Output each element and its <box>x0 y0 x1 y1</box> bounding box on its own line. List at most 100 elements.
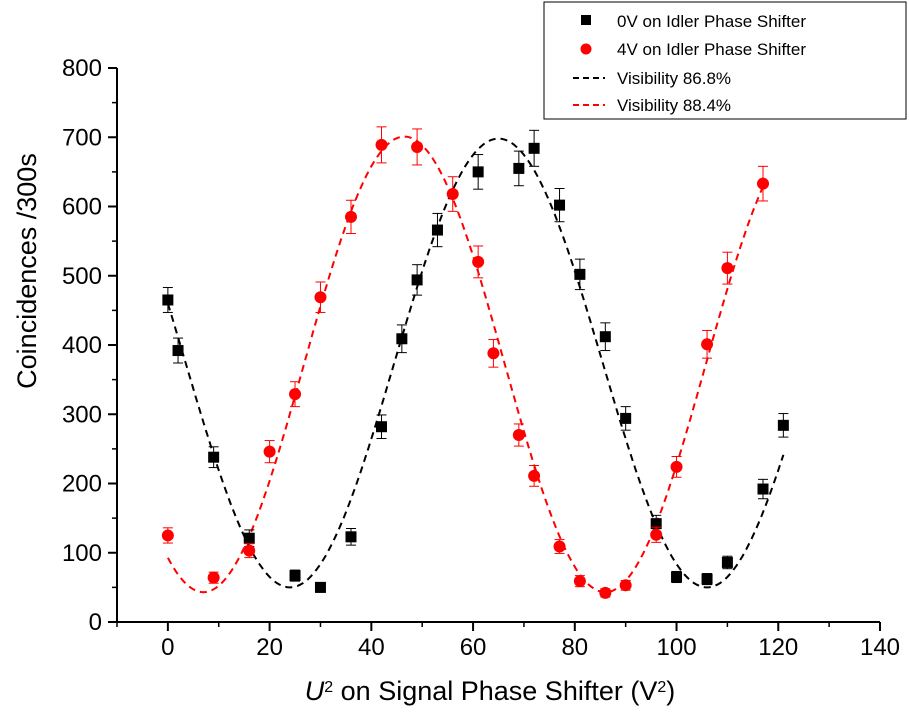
x-tick-label: 100 <box>657 634 697 661</box>
data-point-square <box>172 337 184 364</box>
y-tick-label: 200 <box>62 471 102 498</box>
x-axis-title-text: on Signal Phase Shifter (V <box>333 676 657 706</box>
circle-marker <box>243 544 256 557</box>
data-point-square <box>162 287 174 313</box>
data-point-circle <box>553 539 566 554</box>
square-marker <box>701 573 713 585</box>
circle-marker <box>344 210 357 223</box>
y-tick-label: 100 <box>62 540 102 567</box>
circle-marker <box>263 445 276 458</box>
data-point-square <box>431 212 443 248</box>
data-point-circle <box>701 329 714 359</box>
y-tick-label: 0 <box>89 609 102 636</box>
data-point-circle <box>411 128 424 166</box>
y-tick-label: 500 <box>62 263 102 290</box>
data-point-circle <box>344 199 357 235</box>
x-tick-label: 60 <box>460 634 487 661</box>
data-point-circle <box>528 464 541 487</box>
data-point-circle <box>207 571 220 584</box>
circle-marker <box>573 575 586 588</box>
legend-label-fit-red: Visibility 88.4% <box>617 96 731 115</box>
square-marker <box>472 166 484 178</box>
data-point-square <box>208 446 220 469</box>
square-marker <box>208 451 220 463</box>
data-point-square <box>396 324 408 354</box>
legend-box <box>543 1 907 120</box>
x-axis-title-unit-sup: 2 <box>657 679 666 696</box>
circle-marker <box>289 388 302 401</box>
data-point-square <box>314 581 326 593</box>
square-marker <box>620 412 632 424</box>
data-points <box>161 126 789 599</box>
data-point-circle <box>650 526 663 543</box>
square-marker <box>777 419 789 431</box>
data-point-square <box>345 528 357 546</box>
square-marker <box>757 483 769 495</box>
x-tick-label: 0 <box>161 634 174 661</box>
x-tick-label: 20 <box>256 634 283 661</box>
square-marker <box>599 331 611 343</box>
data-point-square <box>671 570 683 584</box>
circle-marker <box>375 138 388 151</box>
square-marker <box>574 268 586 280</box>
square-marker <box>650 518 662 530</box>
circle-marker <box>446 188 459 201</box>
data-point-circle <box>446 176 459 212</box>
data-point-square <box>411 264 423 296</box>
circle-marker <box>670 460 683 473</box>
y-tick-label: 800 <box>62 55 102 82</box>
data-point-square <box>701 573 713 586</box>
circle-marker <box>487 347 500 360</box>
legend: 0V on Idler Phase Shifter 4V on Idler Ph… <box>543 1 907 120</box>
data-point-square <box>599 322 611 352</box>
data-point-circle <box>670 455 683 478</box>
legend-label-0v: 0V on Idler Phase Shifter <box>617 12 806 31</box>
square-marker <box>431 224 443 236</box>
square-marker <box>411 274 423 286</box>
x-tick-label: 40 <box>358 634 385 661</box>
square-marker <box>396 333 408 345</box>
legend-marker-0v <box>581 15 591 25</box>
circle-marker <box>472 255 485 268</box>
circle-marker <box>314 291 327 304</box>
fit-curve-black <box>166 137 785 589</box>
y-tick-label: 400 <box>62 332 102 359</box>
data-point-circle <box>289 381 302 408</box>
x-axis-title-suffix: ) <box>666 676 675 706</box>
square-marker <box>243 532 255 544</box>
x-axis-title-prefix-sup: 2 <box>324 679 333 696</box>
data-point-square <box>721 555 733 570</box>
data-point-square <box>777 413 789 438</box>
data-point-circle <box>263 440 276 464</box>
data-point-square <box>574 258 586 291</box>
data-point-circle <box>375 126 388 164</box>
square-marker <box>513 162 525 174</box>
data-point-square <box>528 129 540 167</box>
circle-marker <box>553 540 566 553</box>
square-marker <box>376 421 388 433</box>
data-point-circle <box>472 245 485 279</box>
data-point-square <box>376 414 388 439</box>
square-marker <box>162 294 174 306</box>
axes: 0 20 40 60 80 100 120 140 0 100 200 300 400 500 600 700… <box>62 55 900 661</box>
data-point-square <box>472 154 484 190</box>
data-point-circle <box>757 165 770 202</box>
data-point-circle <box>487 338 500 368</box>
y-tick-label: 700 <box>62 124 102 151</box>
square-marker <box>554 199 566 211</box>
circle-marker <box>599 586 612 599</box>
y-tick-label: 600 <box>62 194 102 221</box>
data-point-square <box>513 150 525 187</box>
circle-marker <box>650 528 663 541</box>
data-point-square <box>757 478 769 500</box>
circle-marker <box>721 262 734 275</box>
data-point-circle <box>314 281 327 313</box>
y-tick-label: 300 <box>62 401 102 428</box>
square-marker <box>314 581 326 593</box>
data-point-square <box>620 406 632 431</box>
data-point-circle <box>599 586 612 599</box>
square-marker <box>289 570 301 582</box>
data-point-circle <box>243 543 256 559</box>
fit-curve-red <box>167 135 764 594</box>
